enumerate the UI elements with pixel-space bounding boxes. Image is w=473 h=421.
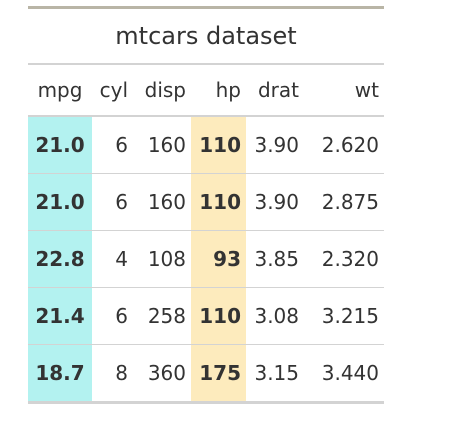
data-table-container: mtcars dataset mpg cyl disp hp drat wt 2… [28,6,384,404]
header-row: mpg cyl disp hp drat wt [28,65,384,117]
cell-cyl: 8 [92,344,133,404]
table-row: 21.0 6 160 110 3.90 2.620 [28,116,384,174]
cell-wt: 2.875 [304,173,384,231]
cell-disp: 258 [133,287,191,345]
cell-hp: 175 [191,344,246,404]
cell-mpg: 18.7 [28,344,92,404]
cell-drat: 3.15 [246,344,304,404]
column-header-cyl: cyl [92,65,133,117]
table-row: 22.8 4 108 93 3.85 2.320 [28,230,384,288]
cell-drat: 3.90 [246,116,304,174]
column-header-hp: hp [191,65,246,117]
column-header-disp: disp [133,65,191,117]
column-header-mpg: mpg [28,65,92,117]
cell-drat: 3.85 [246,230,304,288]
top-rule [28,6,384,9]
cell-hp: 93 [191,230,246,288]
table-row: 21.4 6 258 110 3.08 3.215 [28,287,384,345]
mtcars-table: mpg cyl disp hp drat wt 21.0 6 160 110 3… [28,65,384,404]
cell-cyl: 4 [92,230,133,288]
cell-wt: 2.620 [304,116,384,174]
cell-hp: 110 [191,287,246,345]
column-header-drat: drat [246,65,304,117]
cell-drat: 3.08 [246,287,304,345]
cell-drat: 3.90 [246,173,304,231]
cell-wt: 2.320 [304,230,384,288]
table-title: mtcars dataset [28,9,384,65]
cell-cyl: 6 [92,173,133,231]
table-row: 21.0 6 160 110 3.90 2.875 [28,173,384,231]
cell-mpg: 21.0 [28,116,92,174]
cell-disp: 160 [133,173,191,231]
cell-wt: 3.215 [304,287,384,345]
cell-wt: 3.440 [304,344,384,404]
cell-disp: 108 [133,230,191,288]
column-header-wt: wt [304,65,384,117]
cell-disp: 160 [133,116,191,174]
cell-disp: 360 [133,344,191,404]
cell-mpg: 21.0 [28,173,92,231]
cell-mpg: 21.4 [28,287,92,345]
cell-hp: 110 [191,116,246,174]
cell-cyl: 6 [92,116,133,174]
cell-hp: 110 [191,173,246,231]
cell-cyl: 6 [92,287,133,345]
table-row: 18.7 8 360 175 3.15 3.440 [28,344,384,404]
cell-mpg: 22.8 [28,230,92,288]
